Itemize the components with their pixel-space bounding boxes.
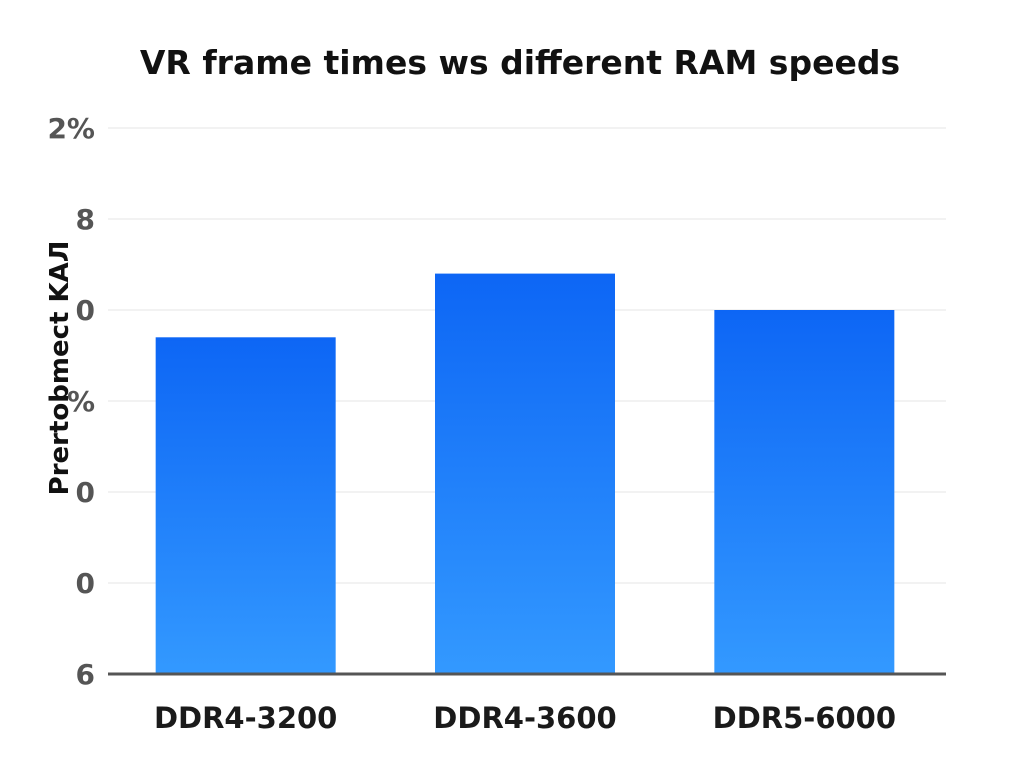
y-axis-label: Prertobmect KAЛ <box>45 241 75 496</box>
y-tick-label: 0 <box>76 567 95 600</box>
x-category-label: DDR5-6000 <box>713 701 896 735</box>
chart-title: VR frame times ws different RAM speeds <box>140 43 900 82</box>
bars <box>155 273 895 674</box>
y-tick-label: % <box>67 385 95 418</box>
y-tick-label: 8 <box>76 203 95 236</box>
x-category-label: DDR4-3200 <box>154 701 337 735</box>
y-tick-label: 0 <box>76 476 95 509</box>
bar-ddr5-6000 <box>714 310 895 674</box>
bar-ddr4-3200 <box>155 337 336 674</box>
x-category-label: DDR4-3600 <box>433 701 616 735</box>
x-category-labels: DDR4-3200 DDR4-3600 DDR5-6000 <box>154 701 896 735</box>
y-tick-label: 2% <box>47 112 95 145</box>
y-tick-label: 0 <box>76 294 95 327</box>
y-tick-labels: 6 0 0% 0 8 2% <box>47 112 95 691</box>
y-tick-label: 6 <box>76 658 95 691</box>
bar-ddr4-3600 <box>435 273 615 674</box>
